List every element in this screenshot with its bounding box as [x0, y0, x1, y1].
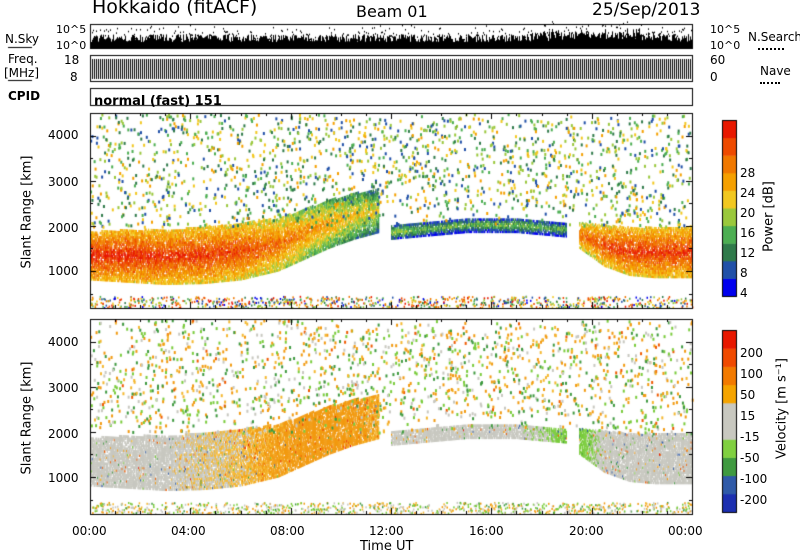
- power-cbar-tick-20: 20: [740, 206, 756, 220]
- xtick-2000: 20:00: [569, 524, 604, 538]
- power-ytick-2000: 2000: [48, 221, 79, 235]
- power-cbar-tick-12: 12: [740, 246, 756, 260]
- velocity-cbar-tick-m50: -50: [740, 451, 760, 465]
- velocity-colorbar-label: Velocity [m s⁻¹]: [774, 358, 790, 459]
- nave-tick-top: 60: [710, 53, 726, 67]
- xtick-1200: 12:00: [369, 524, 404, 538]
- nave-tick-bottom: 0: [710, 70, 718, 84]
- velocity-y-axis-label: Slant Range [km]: [19, 361, 35, 475]
- nsearch-label: N.Search: [748, 30, 800, 44]
- power-cbar-tick-4: 4: [740, 286, 748, 300]
- power-cbar-tick-28: 28: [740, 166, 756, 180]
- x-axis-label: Time UT: [360, 539, 414, 554]
- velocity-cbar-tick-m100: -100: [740, 472, 768, 486]
- station-title: Hokkaido (fitACF): [92, 0, 258, 18]
- nave-legend-dots: [760, 82, 780, 84]
- velocity-ytick-4000: 4000: [48, 335, 79, 349]
- nsearch-legend-dots: [758, 48, 784, 50]
- nsearch-tick-bottom: 10^0: [710, 39, 741, 52]
- velocity-ytick-3000: 3000: [48, 381, 79, 395]
- xtick-0800: 08:00: [270, 524, 305, 538]
- power-cbar-tick-24: 24: [740, 186, 756, 200]
- velocity-ytick-2000: 2000: [48, 427, 79, 441]
- power-ytick-1000: 1000: [48, 264, 79, 278]
- velocity-cbar-tick-200: 200: [740, 346, 763, 360]
- xtick-0400: 04:00: [171, 524, 206, 538]
- power-ytick-3000: 3000: [48, 175, 79, 189]
- power-cbar-tick-16: 16: [740, 226, 756, 240]
- velocity-cbar-tick-100: 100: [740, 367, 763, 381]
- nsky-tick-top: 10^5: [56, 23, 87, 36]
- xtick-2400: 00:00: [668, 524, 703, 538]
- velocity-cbar-tick-50: 50: [740, 388, 756, 402]
- velocity-cbar-tick-m15: -15: [740, 430, 760, 444]
- beam-title: Beam 01: [356, 2, 428, 21]
- power-ytick-4000: 4000: [48, 128, 79, 142]
- cpid-value: normal (fast) 151: [94, 94, 222, 109]
- velocity-cbar-tick-m200: -200: [740, 493, 768, 507]
- freq-tick-bottom: 8: [70, 70, 78, 84]
- freq-label: Freq.: [8, 52, 38, 66]
- power-colorbar-label: Power [dB]: [761, 181, 777, 252]
- freq-tick-top: 18: [64, 53, 80, 67]
- date-title: 25/Sep/2013: [592, 0, 701, 20]
- nsky-tick-bottom: 10^0: [56, 39, 87, 52]
- power-cbar-tick-8: 8: [740, 266, 748, 280]
- xtick-1600: 16:00: [469, 524, 504, 538]
- nave-label: Nave: [760, 64, 791, 78]
- nsearch-tick-top: 10^5: [710, 23, 741, 36]
- power-y-axis-label: Slant Range [km]: [19, 155, 35, 269]
- velocity-cbar-tick-15: 15: [740, 409, 756, 423]
- velocity-ytick-1000: 1000: [48, 471, 79, 485]
- freq-unit-label: [MHz]: [4, 66, 40, 80]
- cpid-label: CPID: [8, 89, 41, 103]
- nsky-label: N.Sky: [5, 32, 40, 46]
- xtick-0000: 00:00: [72, 524, 107, 538]
